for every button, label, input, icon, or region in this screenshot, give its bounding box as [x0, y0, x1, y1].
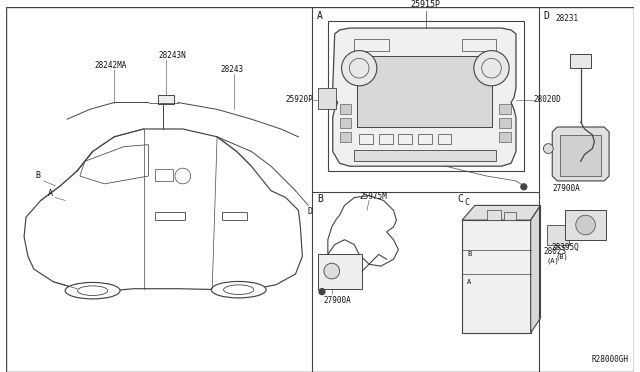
Polygon shape: [333, 28, 516, 166]
Text: B: B: [467, 251, 471, 257]
Bar: [499, 105, 511, 114]
Circle shape: [324, 263, 340, 279]
Bar: [486, 210, 501, 220]
Bar: [328, 21, 524, 171]
Bar: [222, 212, 246, 220]
Bar: [565, 210, 606, 240]
Text: 28243: 28243: [220, 65, 243, 74]
Bar: [499, 118, 511, 128]
Text: B: B: [36, 171, 41, 180]
Polygon shape: [462, 220, 531, 333]
Bar: [318, 88, 335, 109]
Text: D: D: [307, 207, 312, 217]
Bar: [547, 225, 569, 245]
Text: 28395Q: 28395Q: [551, 243, 579, 251]
Circle shape: [474, 51, 509, 86]
Text: C: C: [457, 194, 463, 203]
Text: 28243N: 28243N: [158, 51, 186, 60]
Text: A: A: [317, 12, 323, 21]
Bar: [570, 54, 591, 68]
Circle shape: [521, 184, 527, 190]
Bar: [560, 135, 601, 176]
Text: 28020D: 28020D: [534, 95, 561, 104]
Polygon shape: [462, 205, 541, 220]
Bar: [340, 118, 351, 128]
Bar: [340, 132, 351, 142]
Polygon shape: [552, 127, 609, 181]
Bar: [318, 254, 362, 289]
Bar: [438, 134, 451, 144]
Text: A: A: [467, 279, 471, 285]
Text: D: D: [543, 12, 549, 21]
Ellipse shape: [211, 282, 266, 298]
Circle shape: [576, 215, 595, 235]
Bar: [462, 39, 497, 51]
Bar: [379, 134, 392, 144]
Bar: [359, 134, 373, 144]
Text: 28023: 28023: [543, 247, 566, 256]
Bar: [340, 105, 351, 114]
Circle shape: [319, 289, 325, 295]
Text: B: B: [317, 194, 323, 203]
Bar: [355, 39, 388, 51]
Text: (B): (B): [555, 253, 568, 260]
Text: 27900A: 27900A: [552, 184, 580, 193]
Text: 25920P: 25920P: [285, 95, 313, 104]
Text: 27900A: 27900A: [323, 296, 351, 305]
Bar: [156, 169, 173, 181]
Bar: [357, 57, 492, 127]
Text: 28231: 28231: [555, 14, 579, 23]
Text: 25975M: 25975M: [359, 192, 387, 201]
Bar: [499, 132, 511, 142]
Text: A: A: [47, 189, 52, 198]
Text: C: C: [464, 198, 469, 206]
Circle shape: [342, 51, 377, 86]
Bar: [355, 150, 497, 161]
Polygon shape: [531, 205, 541, 333]
Text: 28242MA: 28242MA: [95, 61, 127, 70]
Bar: [418, 134, 432, 144]
Ellipse shape: [65, 282, 120, 299]
Bar: [398, 134, 412, 144]
Bar: [158, 95, 174, 105]
Circle shape: [543, 144, 553, 154]
Text: R28000GH: R28000GH: [592, 355, 628, 364]
Bar: [504, 212, 516, 220]
Text: 25915P: 25915P: [411, 0, 441, 9]
Text: (A): (A): [547, 257, 559, 264]
Bar: [156, 212, 185, 220]
